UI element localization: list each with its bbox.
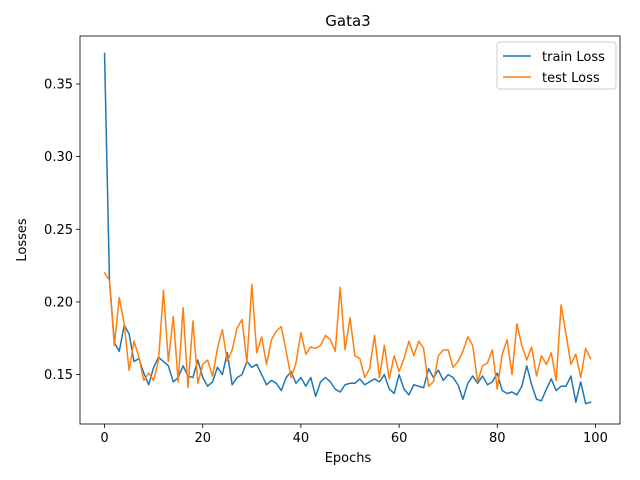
y-tick-label: 0.20 bbox=[44, 295, 73, 310]
series-line-train-loss bbox=[103, 52, 592, 405]
legend-label-test-loss: test Loss bbox=[542, 71, 600, 86]
legend: train Loss test Loss bbox=[496, 41, 617, 90]
y-tick-label: 0.25 bbox=[44, 223, 73, 238]
x-tick-label: 0 bbox=[100, 431, 108, 446]
x-tick-label: 60 bbox=[391, 431, 408, 446]
legend-label-train-loss: train Loss bbox=[542, 50, 605, 65]
y-axis-label: Losses bbox=[15, 218, 30, 262]
y-tick-label: 0.35 bbox=[44, 77, 73, 92]
series-layer bbox=[103, 52, 592, 405]
y-tick-label: 0.15 bbox=[44, 368, 73, 383]
y-axis-ticks: 0.15 0.20 0.25 0.30 0.35 bbox=[44, 77, 80, 383]
axes-frame bbox=[79, 35, 621, 425]
plot-area: 0 20 40 60 80 100 0.15 0.20 0.25 0.30 0.35 bbox=[44, 35, 621, 446]
series-line-test-loss bbox=[103, 271, 592, 390]
x-axis-label: Epochs bbox=[325, 451, 372, 466]
chart-title: Gata3 bbox=[325, 12, 370, 30]
x-tick-label: 100 bbox=[583, 431, 608, 446]
x-tick-label: 80 bbox=[489, 431, 506, 446]
y-tick-label: 0.30 bbox=[44, 150, 73, 165]
x-tick-label: 20 bbox=[194, 431, 211, 446]
x-tick-label: 40 bbox=[293, 431, 310, 446]
x-axis-ticks: 0 20 40 60 80 100 bbox=[100, 424, 608, 446]
